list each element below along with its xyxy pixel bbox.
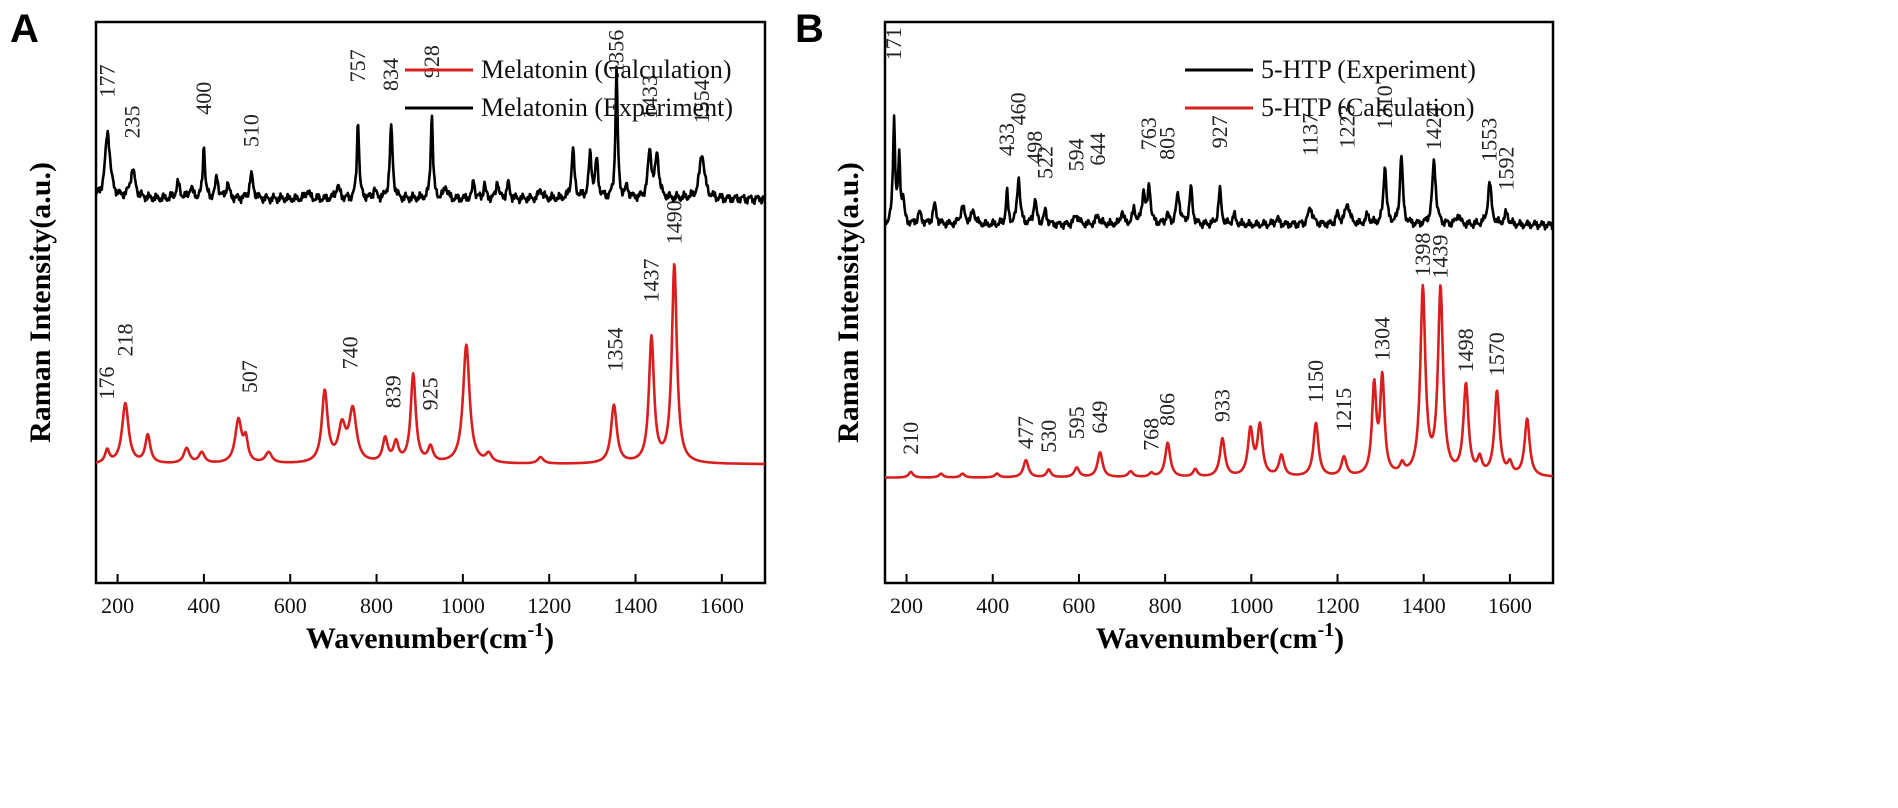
legend-entry: 5-HTP (Calculation) — [1261, 93, 1474, 122]
peak-label: 1223 — [1334, 104, 1359, 148]
peak-label: 210 — [898, 422, 923, 455]
peak-label: 740 — [338, 336, 363, 369]
x-tick-label: 400 — [976, 593, 1009, 618]
peak-label: 1592 — [1493, 146, 1518, 190]
plot-frame — [883, 20, 1555, 585]
x-tick-label: 1000 — [441, 593, 485, 618]
panel-a-melatonin: 200 400 600 800 1000 1200 1400 1600 A Raman Inten… — [10, 7, 767, 655]
peak-label: 1150 — [1303, 360, 1328, 403]
peak-label: 1215 — [1331, 388, 1356, 432]
peak-label: 1310 — [1372, 85, 1397, 129]
peak-label: 522 — [1032, 146, 1057, 179]
x-tick-label: 600 — [1062, 593, 1095, 618]
peak-label: 1437 — [638, 259, 663, 303]
peak-label: 927 — [1207, 115, 1232, 148]
peak-label: 1304 — [1369, 317, 1394, 361]
x-tick-label: 1000 — [1229, 593, 1273, 618]
peak-label: 1570 — [1484, 332, 1509, 376]
panel-label: A — [10, 7, 39, 51]
series-line-calculation — [884, 283, 1554, 479]
peak-label: 1439 — [1428, 235, 1453, 279]
x-tick-label: 1200 — [1316, 593, 1360, 618]
peak-label: 171 — [881, 27, 906, 60]
x-axis-label: Wavenumber(cm-1) — [306, 619, 554, 655]
plot-frame — [94, 20, 767, 585]
peak-label: 933 — [1209, 389, 1234, 422]
series-line-experiment — [94, 65, 767, 206]
peak-label: 928 — [419, 45, 444, 78]
peak-label: 477 — [1013, 416, 1038, 449]
x-tick-label: 1400 — [1402, 593, 1446, 618]
peak-label: 1433 — [637, 75, 662, 119]
x-tick-label: 200 — [101, 593, 134, 618]
peak-label: 768 — [1138, 418, 1163, 451]
peak-label: 530 — [1036, 420, 1061, 453]
peak-label: 1553 — [1477, 118, 1502, 162]
peak-label: 644 — [1085, 133, 1110, 166]
peak-label: 507 — [237, 360, 262, 393]
legend-entry: Melatonin (Experiment) — [481, 93, 733, 122]
peak-label: 925 — [418, 377, 443, 410]
peak-label: 510 — [238, 114, 263, 147]
peak-label: 757 — [345, 49, 370, 82]
peak-label: 177 — [95, 65, 120, 98]
peak-label: 1554 — [689, 79, 714, 123]
peak-label: 433 — [994, 123, 1019, 156]
peak-label: 1398 — [1410, 233, 1435, 277]
panel-b-5htp: 200 400 600 800 1000 1200 1400 1600 B Raman Inten… — [795, 7, 1555, 655]
x-tick-label: 1600 — [1488, 593, 1532, 618]
x-tick-label: 800 — [360, 593, 393, 618]
legend-entry: 5-HTP (Experiment) — [1261, 55, 1476, 84]
peak-label: 400 — [191, 82, 216, 115]
peak-label: 594 — [1063, 138, 1088, 171]
x-tick-label: 400 — [187, 593, 220, 618]
y-axis-label: Raman Intensity(a.u.) — [832, 162, 865, 443]
x-tick-label: 1200 — [527, 593, 571, 618]
x-axis-label: Wavenumber(cm-1) — [1096, 619, 1344, 655]
peak-label: 595 — [1064, 406, 1089, 439]
series-line-calculation — [95, 262, 766, 466]
peak-label: 805 — [1154, 127, 1179, 160]
panel-label: B — [795, 7, 824, 51]
peak-label: 1498 — [1453, 328, 1478, 372]
peak-label: 1354 — [603, 328, 628, 372]
peak-label: 649 — [1087, 401, 1112, 434]
peak-label: 834 — [378, 58, 403, 91]
legend-entry: Melatonin (Calculation) — [481, 55, 732, 84]
peak-label: 218 — [112, 323, 137, 356]
peak-label: 1356 — [604, 30, 629, 74]
x-tick-label: 600 — [274, 593, 307, 618]
series-line-experiment — [883, 114, 1555, 231]
peak-label: 806 — [1155, 393, 1180, 426]
peak-label: 176 — [94, 367, 119, 400]
x-tick-label: 1400 — [614, 593, 658, 618]
peak-label: 498 — [1022, 131, 1047, 164]
x-tick-label: 800 — [1149, 593, 1182, 618]
peak-label: 1490 — [661, 200, 686, 244]
peak-label: 1424 — [1421, 106, 1446, 150]
peak-label: 1137 — [1297, 113, 1322, 156]
peak-label: 460 — [1006, 92, 1031, 125]
peak-label: 763 — [1136, 117, 1161, 150]
peak-label: 235 — [120, 106, 145, 139]
peak-label: 839 — [380, 375, 405, 408]
y-axis-label: Raman Intensity(a.u.) — [24, 162, 57, 443]
x-tick-label: 200 — [890, 593, 923, 618]
x-tick-label: 1600 — [700, 593, 744, 618]
